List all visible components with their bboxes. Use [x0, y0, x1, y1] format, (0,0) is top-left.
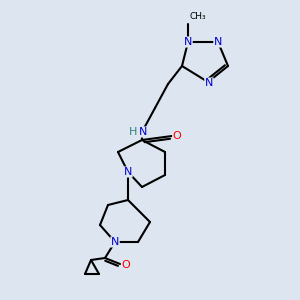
Text: N: N [139, 127, 147, 137]
Text: O: O [122, 260, 130, 270]
Text: N: N [184, 37, 192, 47]
Text: CH₃: CH₃ [190, 12, 207, 21]
Text: N: N [111, 237, 119, 247]
Text: N: N [205, 78, 213, 88]
Text: H: H [129, 127, 137, 137]
Text: N: N [124, 167, 132, 177]
Text: N: N [214, 37, 222, 47]
Text: O: O [172, 131, 182, 141]
